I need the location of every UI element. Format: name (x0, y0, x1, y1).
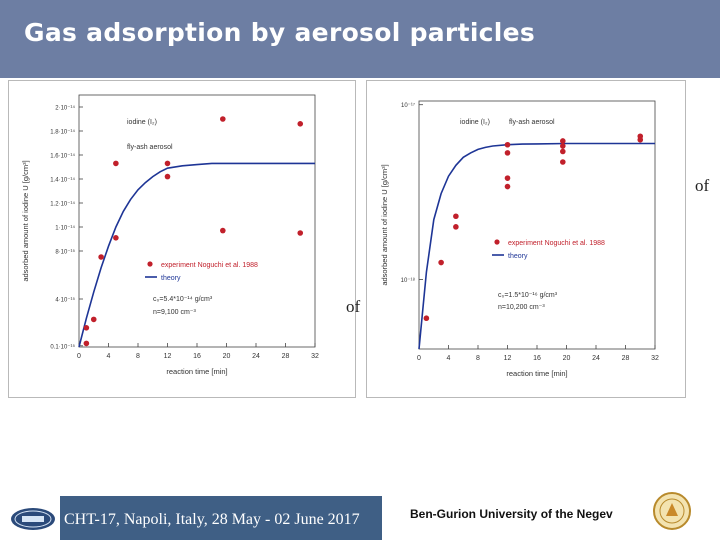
theory-line (418, 142, 655, 350)
experiment-point (220, 227, 226, 234)
x-tick-label: 12 (164, 353, 172, 360)
chart-annotation: iodine (I₂) (460, 119, 490, 126)
experiment-point (164, 160, 171, 167)
chart-panel-log: 0 4 8 12 16 20 24 28 32 10⁻¹⁷ 10⁻¹⁸ reaction time [… (366, 80, 686, 398)
experiment-point (504, 141, 511, 148)
chart-annotation: n=10,200 cm⁻³ (498, 304, 545, 311)
x-tick-label: 0 (417, 355, 421, 362)
x-tick-label: 8 (476, 355, 480, 362)
y-axis-label: adsorbed amount of iodine U [g/cm³] (380, 164, 389, 285)
x-tick-label: 16 (193, 353, 201, 360)
y-tick-label: 8·10⁻¹⁵ (55, 249, 75, 256)
x-tick-label: 28 (622, 355, 630, 362)
y-tick-label: 1.4·10⁻¹⁴ (50, 177, 75, 184)
experiment-point (90, 316, 97, 323)
footer-conference-text: CHT-17, Napoli, Italy, 28 May - 02 June … (64, 511, 360, 528)
experiment-point (504, 183, 511, 190)
x-tick-label: 32 (651, 355, 659, 362)
experiment-point (98, 254, 104, 260)
x-tick-label: 32 (311, 353, 319, 360)
chart-annotation: iodine (I₂) (127, 119, 157, 126)
experiment-point (560, 143, 566, 149)
y-tick-label: 4·10⁻¹⁵ (55, 297, 75, 304)
x-axis-label: reaction time [min] (166, 367, 227, 376)
chart-annotation: fly-ash aerosol (127, 144, 173, 151)
experiment-point (297, 230, 304, 236)
experiment-point (164, 173, 171, 180)
y-axis-label: adsorbed amount of iodine U [g/cm³] (21, 160, 30, 281)
x-tick-label: 20 (223, 353, 231, 360)
legend-label-experiment: experiment Noguchi et al. 1988 (508, 240, 605, 247)
x-tick-label: 4 (107, 353, 111, 360)
legend-label-theory: theory (508, 253, 528, 260)
experiment-point (113, 160, 119, 167)
experiment-point (220, 116, 226, 122)
experiment-point (438, 259, 444, 266)
x-tick-label: 28 (282, 353, 290, 360)
x-tick-label: 4 (447, 355, 451, 362)
theory-line (78, 162, 315, 348)
y-tick-label: 1·10⁻¹⁴ (55, 225, 75, 232)
x-tick-label: 16 (533, 355, 541, 362)
x-tick-label: 12 (504, 355, 512, 362)
university-seal-icon (653, 492, 691, 530)
x-tick-label: 0 (77, 353, 81, 360)
slide-title: Gas adsorption by aerosol particles (24, 18, 536, 47)
adsorption-chart-linear: 0 4 8 12 16 20 24 28 32 0.1·10⁻¹⁵ 4·10⁻¹⁵ 8·10⁻¹⁵ 1·… (21, 94, 319, 376)
experiment-point (560, 138, 566, 144)
y-tick-label: 10⁻¹⁷ (401, 102, 415, 109)
experiment-point (504, 175, 511, 181)
y-tick-label: 1.8·10⁻¹⁴ (50, 129, 75, 136)
chart-annotation: fly-ash aerosol (509, 119, 555, 126)
chart-annotation: c₀=5.4*10⁻¹⁴ g/cm³ (153, 296, 213, 303)
legend-point-marker (147, 261, 153, 267)
x-axis-label: reaction time [min] (506, 369, 567, 378)
experiment-point (423, 315, 430, 322)
footer-university-text: Ben-Gurion University of the Negev (410, 507, 613, 521)
x-tick-label: 24 (592, 355, 600, 362)
adsorption-chart-log: 0 4 8 12 16 20 24 28 32 10⁻¹⁷ 10⁻¹⁸ reaction time [… (380, 100, 659, 378)
x-tick-label: 8 (136, 353, 140, 360)
experiment-point (637, 133, 644, 140)
chart-panel-linear: 0 4 8 12 16 20 24 28 32 0.1·10⁻¹⁵ 4·10⁻¹⁵ 8·10⁻¹⁵ 1·… (8, 80, 356, 398)
experiment-point (453, 224, 459, 230)
legend-label-experiment: experiment Noguchi et al. 1988 (161, 262, 258, 269)
legend-point-marker (494, 239, 500, 245)
x-tick-label: 20 (563, 355, 571, 362)
experiment-point (297, 121, 304, 127)
chart-annotation: c₀=1.5*10⁻¹⁶ g/cm³ (498, 292, 558, 299)
experiment-point (560, 159, 566, 165)
experiment-point (83, 325, 90, 331)
y-tick-label: 1.6·10⁻¹⁴ (50, 153, 75, 160)
y-tick-label: 1.2·10⁻¹⁴ (50, 201, 75, 208)
y-tick-label: 10⁻¹⁸ (401, 277, 416, 284)
title-bar: Gas adsorption by aerosol particles (0, 0, 720, 78)
experiment-point (560, 148, 566, 155)
y-tick-label: 0.1·10⁻¹⁵ (50, 343, 75, 350)
experiment-point (83, 340, 90, 347)
experiment-point (504, 150, 511, 156)
stray-text-right: of (695, 176, 710, 195)
experiment-point (453, 213, 459, 220)
legend-label-theory: theory (161, 275, 181, 282)
footer-conference-bar: CHT-17, Napoli, Italy, 28 May - 02 June … (60, 496, 382, 540)
hmt-logo-icon (11, 508, 55, 530)
x-tick-label: 24 (252, 353, 260, 360)
plot-frame (78, 94, 316, 348)
y-tick-label: 2·10⁻¹⁴ (55, 105, 75, 112)
chart-annotation: n=9,100 cm⁻³ (153, 309, 196, 316)
experiment-point (113, 235, 119, 241)
stray-text-middle: of (346, 297, 361, 316)
